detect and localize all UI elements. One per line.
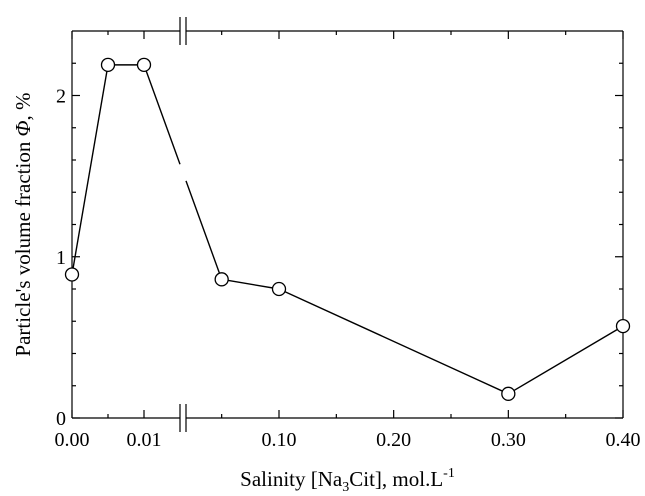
data-series: [64, 57, 631, 401]
data-point: [64, 267, 80, 282]
y-tick-label: 0: [56, 408, 66, 430]
axes: [71, 17, 624, 432]
x-tick-label: 0.01: [127, 429, 162, 451]
data-point: [214, 272, 229, 287]
x-tick-label: 0.20: [376, 429, 411, 451]
x-tick-label: 0.30: [491, 429, 526, 451]
series-line-segment: [221, 278, 280, 290]
y-axis-label: Particle's volume fraction Φ, %: [11, 92, 35, 356]
series-line-segment: [507, 325, 624, 395]
x-tick-label: 0.10: [262, 429, 297, 451]
data-point: [136, 57, 152, 73]
y-tick-label: 1: [56, 247, 66, 269]
data-point: [271, 281, 287, 297]
series-line-segment: [185, 180, 223, 280]
x-tick-label: 0.00: [55, 429, 90, 451]
series-line-segment: [143, 64, 181, 165]
y-tick-label: 2: [56, 86, 66, 108]
data-point: [501, 386, 516, 401]
series-line-segment: [71, 64, 109, 275]
data-point: [100, 57, 116, 73]
series-line-segment: [278, 288, 509, 395]
x-axis-label: Salinity [Na3Cit], mol.L-1: [240, 466, 455, 495]
data-point: [615, 318, 631, 334]
x-tick-label: 0.40: [606, 429, 641, 451]
axis-labels: 0 1 2 0.00 0.01 0.10 0.20 0.30 0.40 Salinity [Na3…: [11, 86, 641, 496]
